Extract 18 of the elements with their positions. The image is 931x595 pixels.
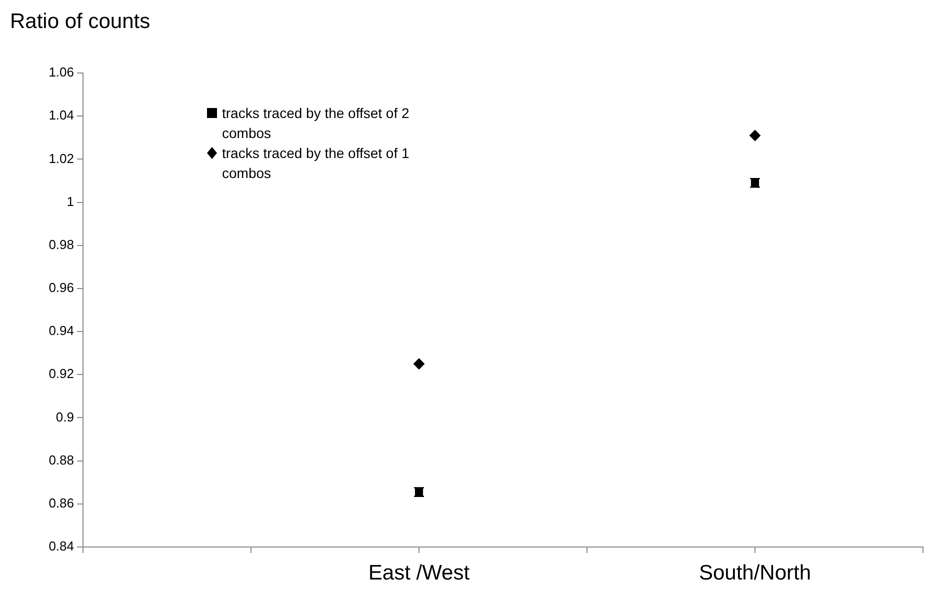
y-tick-label: 0.86 — [48, 495, 74, 510]
y-tick-label: 1 — [66, 194, 74, 209]
point — [414, 358, 424, 370]
y-tick-label: 0.88 — [48, 452, 74, 468]
y-tick-label: 1.06 — [48, 64, 74, 80]
y-tick-label: 1.04 — [48, 108, 74, 123]
y-tick-label: 0.98 — [48, 236, 74, 252]
y-tick-label: 0.92 — [48, 366, 74, 382]
x-tick-label: East /West — [368, 561, 470, 584]
y-axis-title: Ratio of counts — [10, 10, 150, 34]
x-tick-label: South/North — [698, 561, 812, 584]
y-tick-label: 0.9 — [56, 409, 74, 424]
point — [750, 130, 760, 141]
y-tick-label: 0.94 — [48, 323, 74, 338]
y-tick-label: 0.84 — [48, 538, 74, 554]
y-tick-label: 0.96 — [48, 280, 74, 296]
legend-label: tracks traced by the offset of 1 combos — [222, 144, 410, 183]
y-tick-label: 1.02 — [48, 150, 74, 166]
